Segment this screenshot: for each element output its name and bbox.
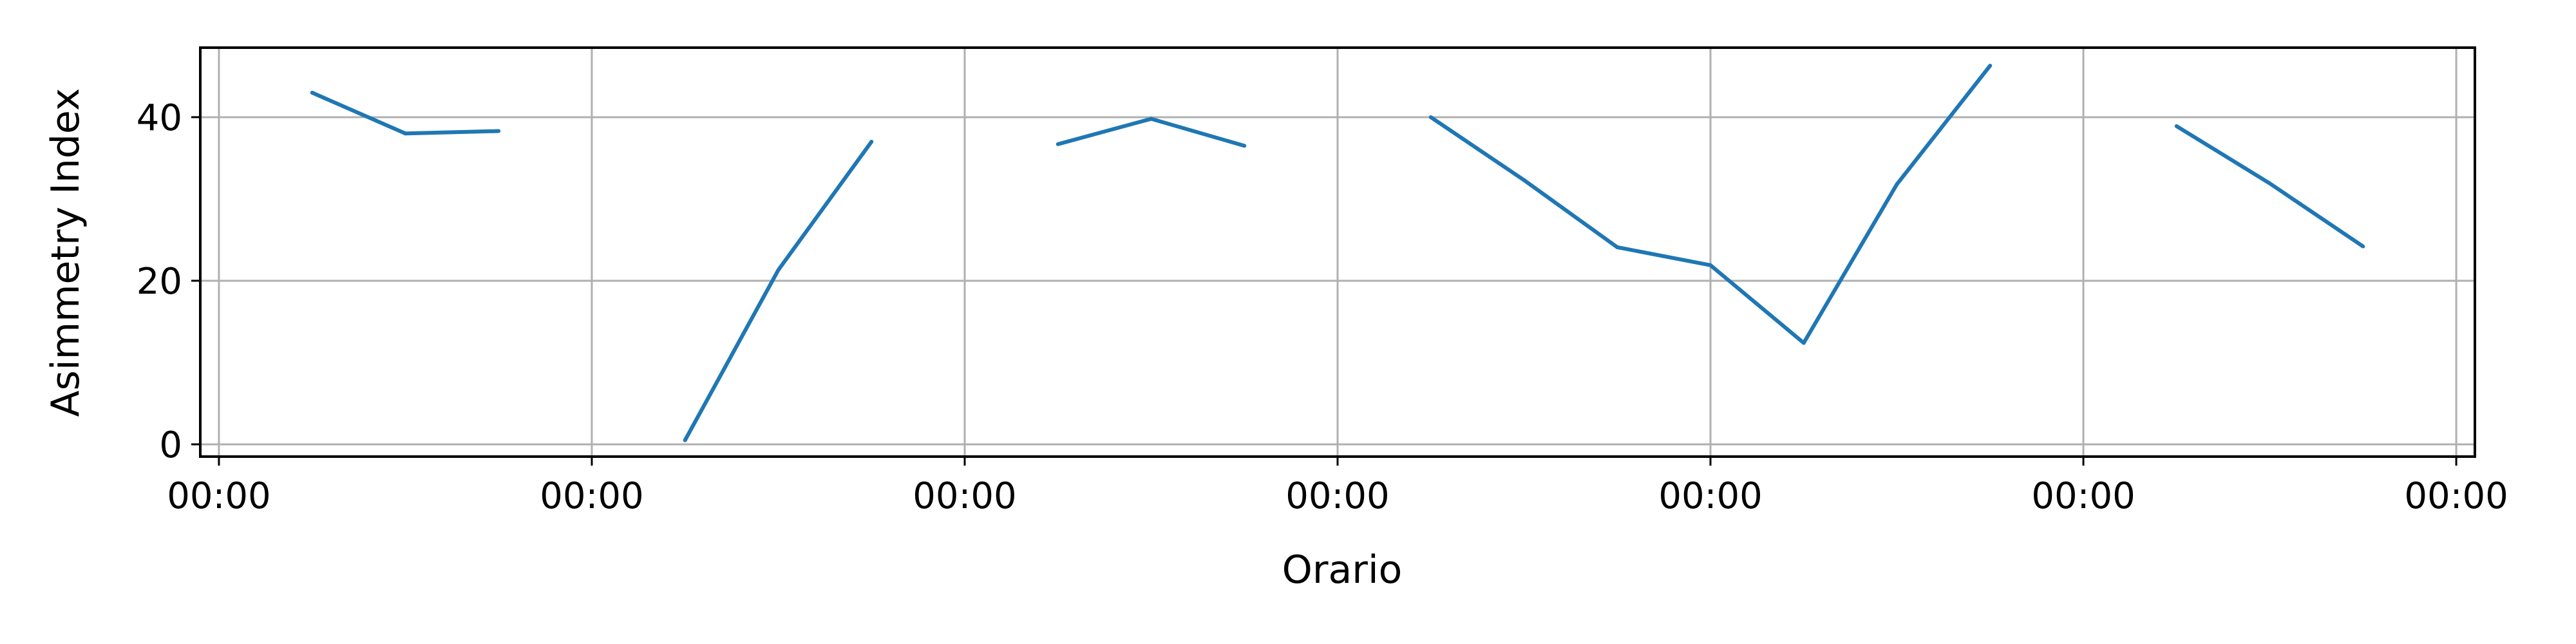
y-tick-label: 40 — [137, 97, 182, 139]
series-lines — [310, 63, 2365, 442]
x-tick-label: 00:00 — [167, 475, 270, 517]
y-axis-label: Asimmetry Index — [43, 88, 88, 417]
x-tick-label: 00:00 — [1285, 475, 1389, 517]
x-tick-label: 00:00 — [540, 475, 643, 517]
data-point — [1709, 263, 1713, 267]
x-tick-label: 00:00 — [2404, 475, 2508, 517]
data-point — [683, 438, 687, 442]
data-point — [2268, 181, 2272, 185]
data-point — [1056, 142, 1060, 146]
y-tick-label: 20 — [137, 261, 182, 303]
data-point — [869, 140, 874, 144]
data-point — [1895, 182, 1899, 187]
data-point — [1988, 63, 1993, 68]
data-point — [2174, 124, 2179, 128]
axis-ticks: 00:00 00:00 00:00 00:00 00:00 00:00 00:00 0 20 40 — [137, 97, 2508, 517]
data-point — [1242, 144, 1247, 148]
data-point — [1428, 115, 1433, 119]
x-tick-label: 00:00 — [2031, 475, 2135, 517]
series-line-segment — [1057, 117, 1245, 148]
x-axis-label: Orario — [1282, 547, 1403, 592]
data-point — [1801, 341, 1806, 345]
y-tick-label: 0 — [159, 424, 182, 466]
x-tick-label: 00:00 — [1658, 475, 1762, 517]
data-point — [1149, 117, 1153, 121]
series-line-segment — [683, 140, 873, 442]
data-point — [403, 131, 408, 136]
data-point — [310, 90, 314, 95]
x-tick-label: 00:00 — [913, 475, 1016, 517]
grid-lines — [200, 48, 2475, 457]
data-point — [2361, 244, 2365, 249]
data-point — [1522, 178, 1526, 182]
series-line-segment — [2175, 124, 2364, 249]
data-point — [1615, 245, 1620, 249]
series-line-segment — [311, 91, 499, 136]
data-point — [776, 268, 781, 272]
data-point — [497, 129, 501, 133]
